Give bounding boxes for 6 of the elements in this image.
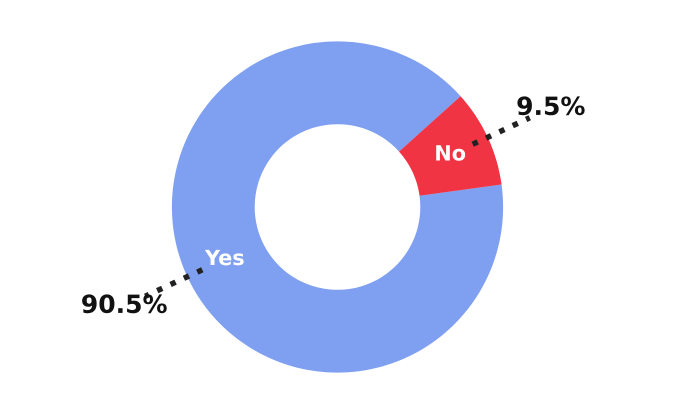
data-label: 90.5% <box>82 294 167 314</box>
slice-label: No <box>436 145 466 161</box>
slice-label: Yes <box>204 250 244 266</box>
data-label: 9.5% <box>517 96 585 116</box>
donut-slice <box>399 96 502 196</box>
donut-slice <box>172 41 504 373</box>
